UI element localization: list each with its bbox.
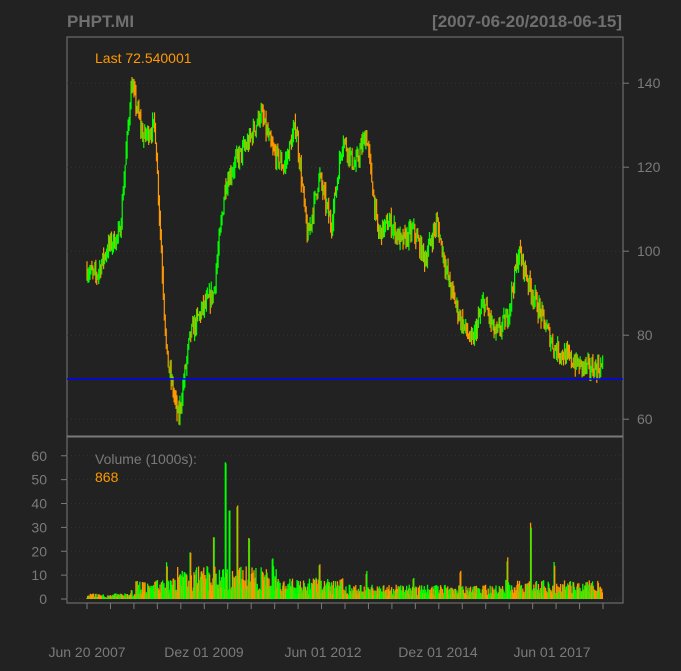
price-panel — [66, 36, 624, 437]
volume-tick-label: 30 — [31, 519, 47, 535]
price-y-axis: 60 80 100 120 140 — [623, 75, 661, 427]
volume-series — [86, 462, 603, 599]
price-grid — [67, 82, 623, 420]
x-axis: Jun 20 2007 Dez 01 2009 Jun 01 2012 Dez 01 … — [48, 602, 604, 660]
chart-date-range: [2007-06-20/2018-06-15] — [432, 12, 622, 31]
volume-tick-label: 0 — [39, 591, 47, 607]
last-price-label: Last 72.540001 — [95, 50, 192, 66]
price-series — [86, 76, 604, 426]
x-tick-label: Jun 20 2007 — [48, 644, 125, 660]
price-tick-label: 80 — [637, 327, 653, 343]
x-tick-label: Jun 01 2012 — [284, 644, 361, 660]
volume-tick-label: 40 — [31, 496, 47, 512]
volume-tick-label: 50 — [31, 472, 47, 488]
volume-y-axis: 0 10 20 30 40 50 60 — [31, 448, 67, 607]
price-tick-label: 140 — [637, 75, 661, 91]
price-tick-label: 60 — [637, 411, 653, 427]
price-tick-label: 120 — [637, 159, 661, 175]
x-tick-label: Dez 01 2009 — [164, 644, 244, 660]
x-tick-label: Dez 01 2014 — [398, 644, 478, 660]
volume-tick-label: 20 — [31, 543, 47, 559]
volume-label: Volume (1000s): — [95, 451, 197, 467]
x-tick-label: Jun 01 2017 — [513, 644, 590, 660]
volume-tick-label: 60 — [31, 448, 47, 464]
price-tick-label: 100 — [637, 243, 661, 259]
chart-title: PHPT.MI — [67, 12, 134, 31]
volume-tick-label: 10 — [31, 567, 47, 583]
volume-last-value: 868 — [95, 469, 119, 485]
